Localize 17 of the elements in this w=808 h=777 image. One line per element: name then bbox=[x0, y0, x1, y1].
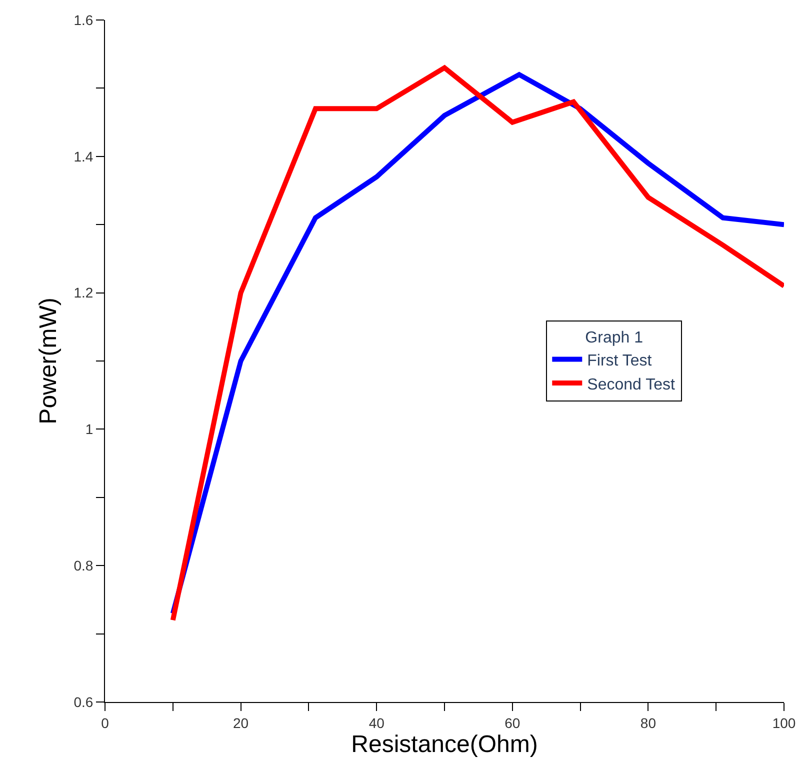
legend-label: Second Test bbox=[587, 376, 676, 394]
legend-title: Graph 1 bbox=[585, 329, 644, 346]
x-tick-label: 0 bbox=[101, 714, 110, 731]
y-tick-label: 1.4 bbox=[74, 148, 94, 164]
x-tick-label: 40 bbox=[368, 714, 385, 731]
y-tick-label: 1 bbox=[85, 421, 94, 438]
y-tick-label: 1.6 bbox=[74, 12, 94, 28]
legend-label: First Test bbox=[587, 352, 652, 370]
x-tick-label: 80 bbox=[640, 714, 656, 731]
x-tick-label: 60 bbox=[504, 714, 520, 731]
y-tick-label: 0.8 bbox=[74, 558, 94, 574]
y-tick-label: 0.6 bbox=[74, 694, 94, 710]
x-axis-title: Resistance(Ohm) bbox=[351, 730, 538, 758]
x-tick-label: 100 bbox=[772, 714, 796, 731]
x-tick-label: 20 bbox=[233, 714, 249, 731]
y-axis-title: Power(mW) bbox=[34, 298, 62, 424]
y-tick-label: 1.2 bbox=[74, 284, 94, 301]
